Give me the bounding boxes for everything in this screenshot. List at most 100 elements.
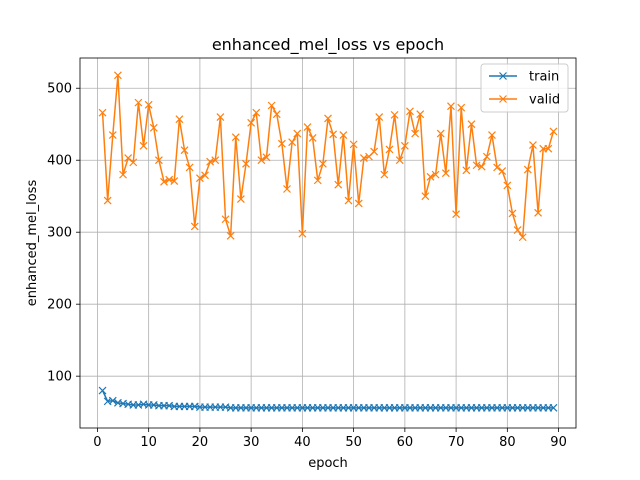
- y-axis-label: enhanced_mel_loss: [25, 180, 40, 307]
- x-tick-label: 20: [192, 435, 209, 450]
- y-tick-label: 100: [47, 370, 72, 385]
- data-point-train: [549, 403, 558, 412]
- data-point-valid: [180, 146, 189, 155]
- data-point-valid: [149, 123, 158, 132]
- data-point-valid: [549, 127, 558, 136]
- data-point-valid: [436, 129, 445, 138]
- data-point-valid: [477, 162, 486, 171]
- data-point-valid: [247, 118, 256, 127]
- data-point-valid: [154, 156, 163, 165]
- x-axis-label: epoch: [308, 456, 348, 471]
- data-point-valid: [334, 180, 343, 189]
- data-point-valid: [160, 177, 168, 186]
- data-point-valid: [211, 156, 220, 165]
- data-point-valid: [534, 208, 543, 217]
- data-point-valid: [119, 170, 127, 179]
- data-point-valid: [108, 131, 117, 139]
- data-point-valid: [324, 114, 332, 123]
- data-point-valid: [395, 156, 404, 165]
- data-point-valid: [508, 209, 517, 218]
- data-point-valid: [406, 107, 414, 116]
- data-point-train: [108, 396, 117, 405]
- data-point-valid: [236, 195, 245, 204]
- data-point-valid: [457, 103, 466, 112]
- data-point-valid: [544, 144, 553, 153]
- data-point-valid: [472, 161, 481, 170]
- legend-marker-train: [499, 72, 507, 80]
- data-point-valid: [288, 138, 297, 147]
- data-point-valid: [359, 154, 368, 162]
- plot-frame: [79, 57, 577, 429]
- data-point-valid: [421, 192, 430, 201]
- data-point-valid: [170, 177, 179, 186]
- data-point-valid: [134, 98, 143, 107]
- data-point-valid: [144, 100, 153, 109]
- data-point-valid: [400, 141, 409, 150]
- data-point-valid: [231, 133, 240, 142]
- y-tick-label: 200: [47, 298, 72, 313]
- x-tick-label: 10: [140, 435, 157, 450]
- data-point-valid: [272, 110, 281, 119]
- data-point-valid: [175, 115, 184, 124]
- data-point-valid: [308, 133, 317, 142]
- y-tick-label: 400: [47, 154, 72, 169]
- data-point-valid: [488, 131, 496, 139]
- data-point-valid: [339, 131, 348, 139]
- data-point-valid: [431, 170, 440, 179]
- data-point-valid: [426, 172, 435, 181]
- data-point-valid: [113, 71, 122, 80]
- legend-marker-valid: [499, 95, 507, 103]
- data-point-train: [98, 386, 107, 395]
- data-point-valid: [221, 215, 230, 224]
- data-point-valid: [385, 145, 394, 154]
- chart-title: enhanced_mel_loss vs epoch: [212, 35, 444, 55]
- data-point-valid: [257, 156, 266, 165]
- x-tick-label: 0: [93, 435, 101, 450]
- data-point-valid: [441, 169, 450, 178]
- data-point-valid: [318, 159, 327, 168]
- y-tick-label: 300: [47, 226, 72, 241]
- data-point-valid: [518, 233, 527, 242]
- legend-label-valid: valid: [529, 93, 560, 108]
- data-point-valid: [523, 165, 532, 174]
- plot-area: 0 10 20 30 40 50 60 70 80 90 100 200 300 400 500: [47, 57, 577, 450]
- data-point-valid: [139, 141, 148, 150]
- data-point-valid: [298, 229, 307, 238]
- data-point-valid: [493, 163, 502, 172]
- data-point-valid: [277, 139, 286, 148]
- data-point-valid: [216, 113, 225, 121]
- data-point-valid: [482, 152, 491, 161]
- data-point-valid: [252, 108, 261, 117]
- data-point-valid: [513, 226, 522, 234]
- data-point-valid: [390, 110, 399, 119]
- x-tick-label: 40: [294, 435, 311, 450]
- data-point-valid: [283, 185, 291, 193]
- data-point-valid: [329, 130, 338, 139]
- data-point-valid: [370, 147, 379, 156]
- data-point-valid: [380, 170, 389, 179]
- y-tick-label: 500: [47, 82, 72, 97]
- legend: train valid: [480, 63, 569, 113]
- data-point-valid: [467, 120, 476, 129]
- data-point-valid: [201, 171, 209, 180]
- data-point-valid: [462, 166, 471, 175]
- data-point-valid: [344, 196, 353, 205]
- data-point-valid: [375, 113, 384, 121]
- data-point-valid: [293, 129, 302, 138]
- x-tick-label: 50: [345, 435, 362, 450]
- data-point-valid: [267, 101, 276, 110]
- x-tick-label: 90: [550, 435, 567, 450]
- x-tick-label: 60: [397, 435, 414, 450]
- data-point-valid: [262, 153, 271, 162]
- data-point-valid: [190, 222, 199, 231]
- data-point-valid: [354, 199, 363, 208]
- x-tick-label: 70: [448, 435, 465, 450]
- x-tick-label: 80: [499, 435, 516, 450]
- data-point-valid: [529, 141, 537, 150]
- data-point-valid: [165, 175, 174, 184]
- x-tick-label: 30: [243, 435, 260, 450]
- data-point-valid: [195, 174, 204, 183]
- data-point-valid: [185, 163, 194, 172]
- data-point-valid: [349, 140, 358, 149]
